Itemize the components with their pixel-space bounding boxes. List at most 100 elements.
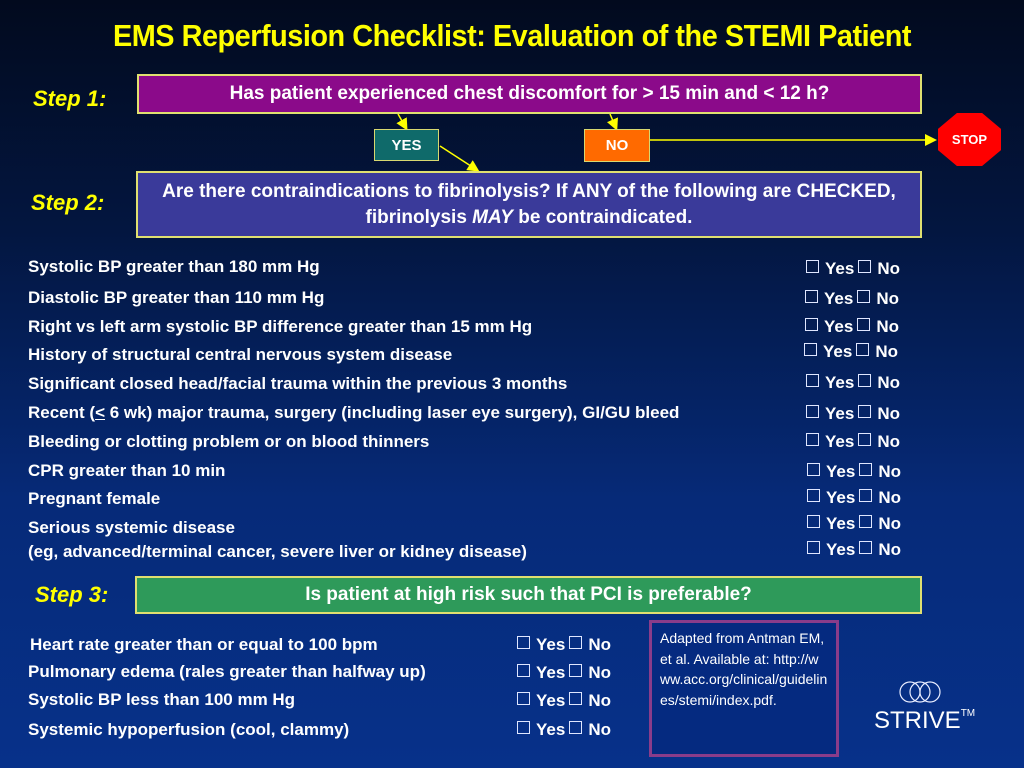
page-title: EMS Reperfusion Checklist: Evaluation of… — [112, 18, 911, 53]
no-checkbox[interactable] — [859, 489, 873, 502]
yes-checkbox[interactable] — [807, 463, 820, 476]
yes-no-options: Yes No — [517, 663, 611, 683]
yes-no-options: Yes No — [807, 514, 901, 534]
no-label: No — [878, 462, 901, 481]
yes-label: Yes — [825, 373, 855, 392]
yes-checkbox[interactable] — [517, 636, 530, 649]
step2-question-text-end: be contraindicated. — [512, 206, 693, 228]
yes-checkbox[interactable] — [517, 692, 530, 705]
no-label: No — [878, 488, 901, 507]
arrow-to-yes — [396, 113, 408, 131]
no-checkbox[interactable] — [569, 664, 583, 677]
yes-label: Yes — [825, 432, 855, 451]
contraindication-item: Right vs left arm systolic BP difference… — [28, 317, 533, 336]
no-checkbox[interactable] — [858, 260, 872, 273]
yes-checkbox[interactable] — [517, 721, 530, 734]
three-rings-icon — [899, 681, 941, 703]
item-text: 6 wk) major trauma, surgery (including l… — [105, 403, 680, 422]
contraindication-item: CPR greater than 10 min — [28, 461, 226, 480]
yes-checkbox[interactable] — [807, 489, 820, 502]
no-label: No — [877, 432, 900, 451]
no-checkbox[interactable] — [569, 692, 583, 705]
no-label: No — [877, 373, 900, 392]
yes-box: YES — [374, 129, 439, 161]
strive-logo-text: STRIVETM — [874, 707, 975, 735]
yes-label: Yes — [823, 342, 853, 361]
item-text-underlined: < — [95, 403, 106, 422]
no-checkbox[interactable] — [857, 318, 871, 331]
no-checkbox[interactable] — [857, 290, 871, 303]
no-checkbox[interactable] — [858, 433, 872, 446]
contraindication-item: Diastolic BP greater than 110 mm Hg — [28, 288, 325, 307]
no-checkbox[interactable] — [859, 541, 873, 554]
no-checkbox[interactable] — [859, 463, 873, 476]
no-checkbox[interactable] — [859, 515, 873, 528]
yes-no-options: Yes No — [517, 691, 611, 711]
yes-label: Yes — [826, 462, 856, 481]
yes-checkbox[interactable] — [806, 405, 819, 418]
yes-no-options: Yes No — [806, 432, 900, 452]
yes-no-options: Yes No — [517, 635, 611, 655]
contraindication-item: History of structural central nervous sy… — [28, 345, 453, 364]
yes-checkbox[interactable] — [805, 318, 818, 331]
high-risk-item: Pulmonary edema (rales greater than half… — [28, 662, 426, 681]
no-label: No — [588, 691, 611, 710]
contraindication-item: (eg, advanced/terminal cancer, severe li… — [28, 542, 527, 561]
yes-label: Yes — [824, 317, 854, 336]
yes-label: Yes — [825, 259, 855, 278]
high-risk-item: Heart rate greater than or equal to 100 … — [30, 635, 378, 654]
no-checkbox[interactable] — [569, 636, 583, 649]
yes-checkbox[interactable] — [804, 343, 817, 356]
contraindication-item: Bleeding or clotting problem or on blood… — [28, 432, 430, 451]
step1-question: Has patient experienced chest discomfort… — [229, 83, 830, 104]
yes-no-options: Yes No — [806, 404, 900, 424]
yes-checkbox[interactable] — [807, 541, 820, 554]
yes-checkbox[interactable] — [807, 515, 820, 528]
no-checkbox[interactable] — [858, 405, 872, 418]
stop-label: STOP — [951, 132, 988, 147]
yes-no-options: Yes No — [807, 462, 901, 482]
yes-checkbox[interactable] — [806, 374, 819, 387]
yes-checkbox[interactable] — [806, 433, 819, 446]
yes-label: Yes — [826, 540, 856, 559]
no-label: No — [878, 540, 901, 559]
contraindication-item: Serious systemic disease — [28, 518, 235, 537]
high-risk-item: Systolic BP less than 100 mm Hg — [28, 690, 296, 709]
yes-label: Yes — [536, 720, 566, 739]
no-label: No — [878, 514, 901, 533]
yes-no-options: Yes No — [806, 373, 900, 393]
item-text: Recent ( — [28, 403, 96, 422]
no-box: NO — [584, 129, 650, 162]
yes-checkbox[interactable] — [517, 664, 530, 677]
contraindication-item: Pregnant female — [28, 489, 161, 508]
contraindication-item: Systolic BP greater than 180 mm Hg — [28, 257, 320, 276]
step2-question-emphasis: MAY — [472, 206, 513, 228]
step3-question-box: Is patient at high risk such that PCI is… — [135, 576, 922, 614]
step1-question-box: Has patient experienced chest discomfort… — [137, 74, 922, 114]
yes-checkbox[interactable] — [806, 260, 819, 273]
contraindication-item: Recent (< 6 wk) major trauma, surgery (i… — [28, 403, 679, 423]
no-checkbox[interactable] — [856, 343, 870, 356]
yes-label: Yes — [536, 663, 566, 682]
no-label: No — [876, 289, 899, 308]
reference-box: Adapted from Antman EM, et al. Available… — [649, 620, 839, 757]
no-label: No — [588, 663, 611, 682]
step2-question-text: Are there contraindications to fibrinoly… — [162, 180, 896, 228]
logo-name: STRIVE — [874, 707, 961, 734]
yes-no-options: Yes No — [806, 259, 900, 279]
yes-no-options: Yes No — [805, 317, 899, 337]
no-checkbox[interactable] — [858, 374, 872, 387]
step1-label: Step 1: — [33, 86, 107, 111]
no-checkbox[interactable] — [569, 721, 583, 734]
yes-label: Yes — [536, 691, 566, 710]
step3-label: Step 3: — [35, 582, 109, 607]
yes-label: Yes — [825, 404, 855, 423]
no-label: No — [588, 720, 611, 739]
no-label: No — [875, 342, 898, 361]
yes-no-options: Yes No — [517, 720, 611, 740]
stop-sign-icon: STOP — [938, 113, 1001, 166]
flow-arrows — [396, 113, 937, 172]
yes-checkbox[interactable] — [805, 290, 818, 303]
no-label: No — [876, 317, 899, 336]
reference-text: Adapted from Antman EM, et al. Available… — [660, 630, 828, 708]
